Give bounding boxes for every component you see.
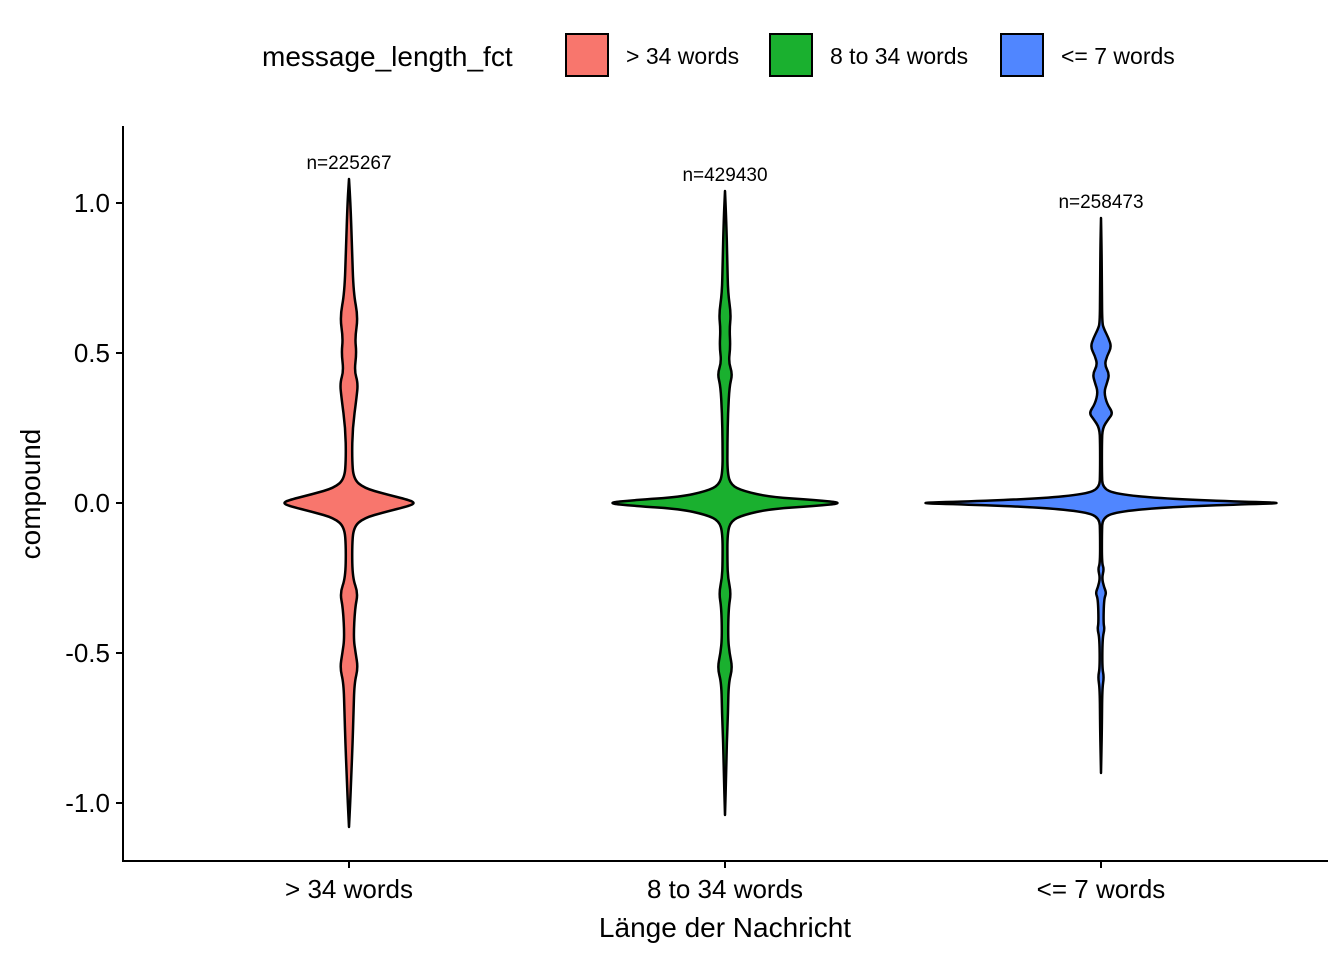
y-tick-label: -1.0 bbox=[65, 788, 110, 818]
y-tick-label: -0.5 bbox=[65, 638, 110, 668]
y-tick-label: 0.5 bbox=[74, 338, 110, 368]
legend-key-8to34 bbox=[769, 33, 813, 77]
violin-8to34 bbox=[611, 189, 839, 817]
y-ticks: 1.0 0.5 0.0 -0.5 -1.0 bbox=[65, 188, 123, 818]
violin-le7 bbox=[924, 216, 1278, 775]
legend-label-gt34: > 34 words bbox=[626, 43, 739, 69]
legend: message_length_fct > 34 words 8 to 34 wo… bbox=[262, 33, 1175, 77]
n-labels: n=225267 n=429430 n=258473 bbox=[306, 153, 1143, 213]
n-count-label: n=258473 bbox=[1058, 192, 1143, 213]
x-tick-label: > 34 words bbox=[285, 874, 413, 904]
legend-title: message_length_fct bbox=[262, 41, 513, 72]
legend-key-le7 bbox=[1000, 33, 1044, 77]
y-tick-label: 1.0 bbox=[74, 188, 110, 218]
n-count-label: n=225267 bbox=[306, 153, 391, 174]
violins bbox=[283, 177, 1278, 829]
n-count-label: n=429430 bbox=[682, 165, 767, 186]
x-tick-label: 8 to 34 words bbox=[647, 874, 803, 904]
legend-key-gt34 bbox=[565, 33, 609, 77]
x-ticks: > 34 words 8 to 34 words <= 7 words bbox=[285, 861, 1165, 904]
legend-label-le7: <= 7 words bbox=[1061, 43, 1175, 69]
plot-area: n=225267 n=429430 n=258473 1.0 0.5 0.0 -0.5 -1… bbox=[65, 126, 1328, 904]
y-tick-label: 0.0 bbox=[74, 488, 110, 518]
legend-label-8to34: 8 to 34 words bbox=[830, 43, 968, 69]
x-axis-title: Länge der Nachricht bbox=[599, 912, 851, 943]
x-tick-label: <= 7 words bbox=[1037, 874, 1166, 904]
y-axis-title: compound bbox=[15, 429, 46, 560]
violin-gt34 bbox=[283, 177, 415, 829]
